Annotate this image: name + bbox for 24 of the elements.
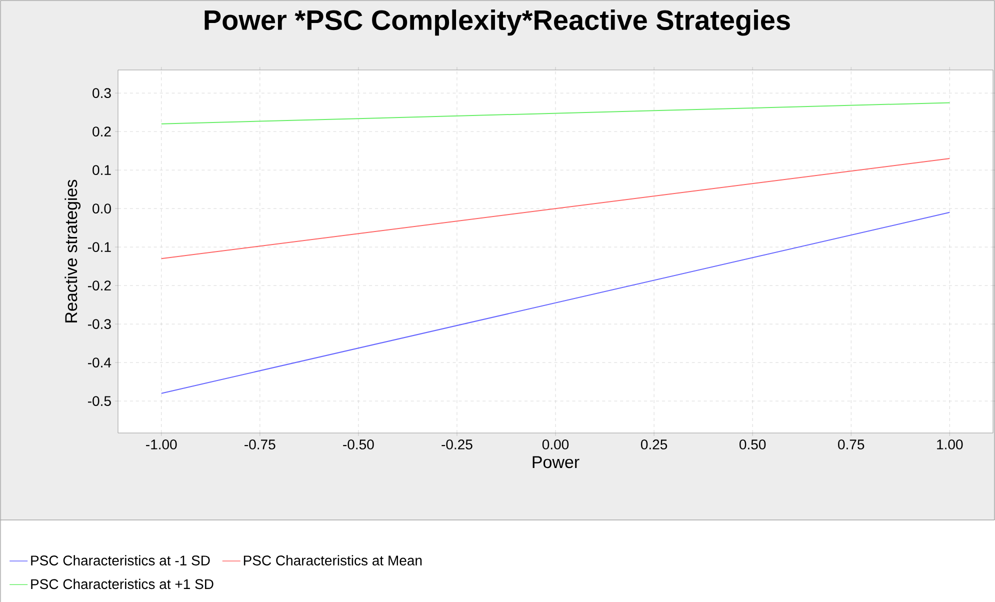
x-axis-title: Power — [532, 456, 580, 468]
x-tick-label: 0.25 — [640, 440, 668, 450]
y-tick-label: 0.0 — [92, 204, 111, 214]
x-tick-label: 1.00 — [937, 440, 963, 450]
chart-title: Power *PSC Complexity*Reactive Strategies — [204, 10, 790, 36]
y-tick-label: -0.2 — [88, 280, 111, 291]
legend-label: PSC Characteristics at Mean — [244, 555, 422, 566]
y-tick-label: -0.3 — [88, 319, 111, 330]
y-axis-title: Reactive strategies — [64, 180, 81, 322]
y-tick-label: 0.3 — [92, 88, 111, 98]
y-tick-label: -0.5 — [88, 396, 111, 406]
x-tick-label: -1.00 — [146, 440, 177, 450]
x-tick-label: 0.75 — [838, 440, 864, 450]
x-tick-label: -0.25 — [442, 440, 472, 450]
y-tick-label: -0.4 — [88, 358, 112, 368]
x-tick-label: -0.75 — [244, 440, 276, 450]
legend-label: PSC Characteristics at +1 SD — [31, 578, 214, 590]
y-tick-label: -0.1 — [88, 242, 111, 252]
x-tick-label: -0.50 — [343, 440, 374, 450]
y-tick-label: 0.2 — [92, 126, 111, 137]
y-tick-label: 0.1 — [92, 165, 111, 176]
legend-label: PSC Characteristics at -1 SD — [31, 555, 210, 566]
x-tick-label: 0.00 — [542, 440, 569, 450]
x-tick-label: 0.50 — [740, 440, 766, 450]
